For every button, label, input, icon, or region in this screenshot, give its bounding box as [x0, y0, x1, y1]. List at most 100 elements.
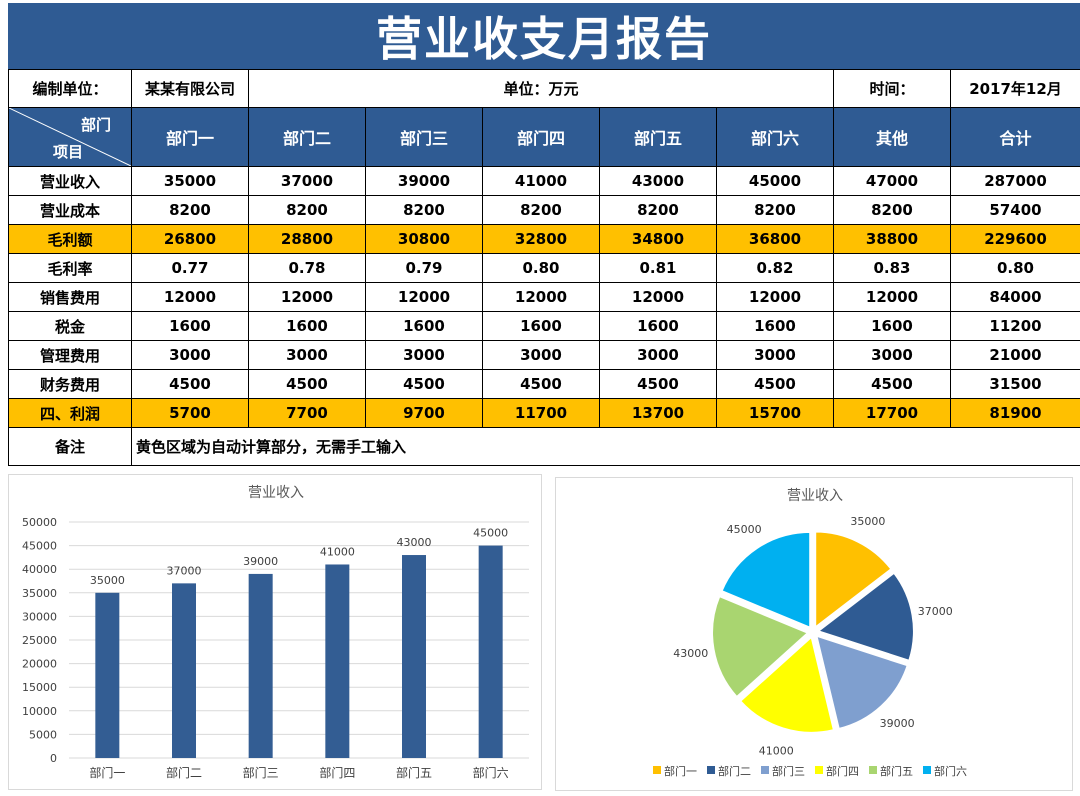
table-row: 四、利润 5700 7700 9700 11700 13700 15700 17700 8190…	[8, 398, 1080, 428]
bar	[402, 555, 426, 758]
bar	[478, 545, 503, 758]
bar-chart: 营业收入 0 5000 10000 15000 20000 25000 30000 35000 4…	[22, 485, 529, 780]
legend-swatch	[923, 766, 931, 774]
pie-slice	[814, 530, 893, 630]
table-cell: 12000	[248, 282, 366, 312]
legend-swatch	[707, 766, 715, 774]
table-cell: 12000	[833, 282, 951, 312]
table-cell: 0.82	[716, 253, 834, 283]
table-cell: 0.79	[365, 253, 483, 283]
bar	[325, 564, 350, 758]
data-label: 39000	[243, 555, 278, 568]
table-cell: 1600	[482, 311, 600, 341]
corner-dept-label: 部门	[80, 116, 111, 134]
info-row: 编制单位： 某某有限公司 单位：万元 时间： 2017年12月	[8, 69, 1080, 108]
pie-slice	[815, 634, 909, 731]
table-cell: 81900	[950, 398, 1080, 428]
table-cell: 4500	[482, 369, 600, 399]
row-label: 四、利润	[8, 398, 132, 428]
legend-swatch	[761, 766, 769, 774]
table-cell: 30800	[365, 224, 483, 254]
table-cell: 12000	[131, 282, 249, 312]
note-label: 备注	[8, 427, 132, 466]
table-cell: 41000	[482, 166, 600, 196]
x-tick-label: 部门四	[319, 765, 355, 780]
bar-chart-panel: 营业收入 0 5000 10000 15000 20000 25000 30000 35000 4…	[8, 474, 542, 790]
table-cell: 1600	[833, 311, 951, 341]
table-cell: 57400	[950, 195, 1080, 225]
header-row: 部门 项目 部门一 部门二 部门三 部门四 部门五 部门六 其他 合计	[8, 107, 1080, 167]
row-label: 税金	[8, 311, 132, 341]
pie-slice	[711, 594, 810, 699]
table-cell: 37000	[248, 166, 366, 196]
table-cell: 0.83	[833, 253, 951, 283]
table-cell: 26800	[131, 224, 249, 254]
row-label: 营业成本	[8, 195, 132, 225]
y-tick-label: 45000	[22, 540, 57, 553]
legend-label: 部门五	[880, 764, 913, 778]
table-cell: 3000	[248, 340, 366, 370]
pie-chart-panel: 营业收入 35000 37000 39000 41000 43000 45000 部门一 部门二…	[555, 477, 1073, 791]
data-label: 35000	[90, 574, 125, 587]
table-cell: 3000	[365, 340, 483, 370]
table-cell: 3000	[482, 340, 600, 370]
bar	[172, 583, 196, 758]
table-cell: 39000	[365, 166, 483, 196]
time-value: 2017年12月	[950, 69, 1080, 108]
row-label: 毛利额	[8, 224, 132, 254]
table-cell: 47000	[833, 166, 951, 196]
y-tick-label: 40000	[22, 563, 57, 576]
table-cell: 12000	[716, 282, 834, 312]
legend-label: 部门四	[826, 764, 859, 778]
table-cell: 15700	[716, 398, 834, 428]
table-cell: 8200	[482, 195, 600, 225]
table-cell: 8200	[248, 195, 366, 225]
pie-slice	[720, 530, 812, 630]
data-label: 45000	[473, 527, 508, 540]
table-row: 销售费用 12000 12000 12000 12000 12000 12000 12000 8…	[8, 282, 1080, 312]
column-header: 部门三	[365, 107, 483, 167]
table-cell: 28800	[248, 224, 366, 254]
data-label: 37000	[918, 605, 953, 618]
table-cell: 8200	[131, 195, 249, 225]
table-cell: 84000	[950, 282, 1080, 312]
table-cell: 1600	[716, 311, 834, 341]
data-label: 41000	[759, 744, 794, 757]
table-cell: 45000	[716, 166, 834, 196]
table-cell: 3000	[599, 340, 717, 370]
table-cell: 35000	[131, 166, 249, 196]
row-label: 毛利率	[8, 253, 132, 283]
note-text: 黄色区域为自动计算部分，无需手工输入	[131, 427, 1080, 466]
y-tick-label: 35000	[22, 587, 57, 600]
pie-slice	[738, 634, 836, 734]
x-tick-label: 部门五	[396, 765, 432, 780]
time-label: 时间：	[833, 69, 951, 108]
table-cell: 43000	[599, 166, 717, 196]
table-cell: 0.80	[950, 253, 1080, 283]
table-cell: 8200	[365, 195, 483, 225]
table-cell: 0.77	[131, 253, 249, 283]
table-cell: 12000	[365, 282, 483, 312]
table-cell: 4500	[599, 369, 717, 399]
table-cell: 11700	[482, 398, 600, 428]
table-cell: 38800	[833, 224, 951, 254]
table-cell: 17700	[833, 398, 951, 428]
column-header: 部门六	[716, 107, 834, 167]
pie-chart: 营业收入 35000 37000 39000 41000 43000 45000 部门一 部门二…	[653, 488, 967, 778]
table-cell: 1600	[248, 311, 366, 341]
y-tick-label: 25000	[22, 634, 57, 647]
x-tick-label: 部门三	[243, 765, 279, 780]
column-header: 部门一	[131, 107, 249, 167]
report-table: 编制单位： 某某有限公司 单位：万元 时间： 2017年12月 部门 项目 部门…	[8, 69, 1080, 466]
diagonal-line	[9, 108, 131, 166]
x-tick-label: 部门六	[473, 765, 509, 780]
legend-label: 部门六	[934, 764, 967, 778]
y-tick-label: 5000	[29, 728, 57, 741]
data-label: 43000	[673, 647, 708, 660]
y-tick-label: 0	[50, 752, 57, 765]
data-label: 39000	[880, 717, 915, 730]
table-cell: 4500	[716, 369, 834, 399]
table-cell: 3000	[716, 340, 834, 370]
table-cell: 4500	[365, 369, 483, 399]
table-cell: 8200	[833, 195, 951, 225]
